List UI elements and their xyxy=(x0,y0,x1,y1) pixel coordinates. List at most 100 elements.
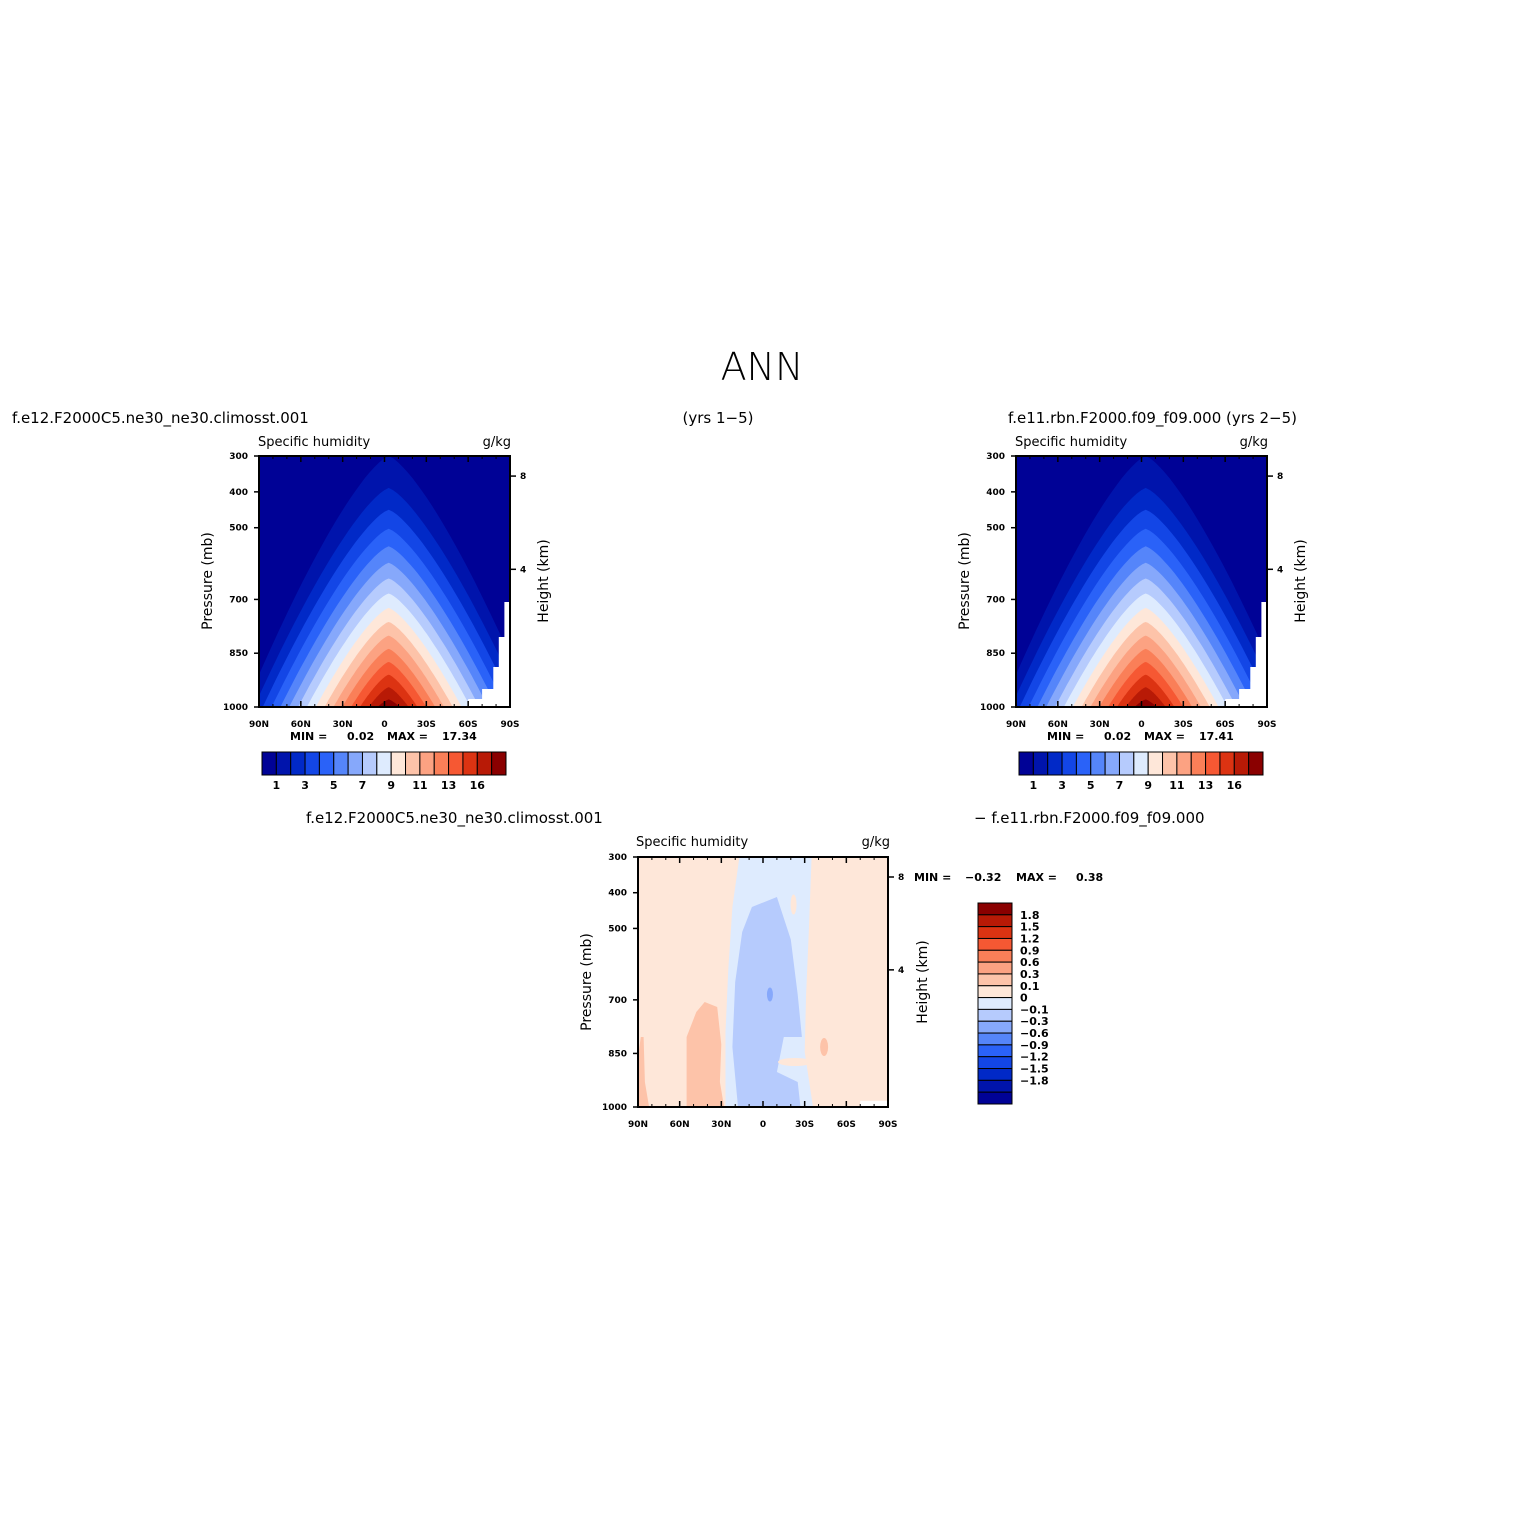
contour-band xyxy=(777,1058,812,1066)
y-right-tick-label: 4 xyxy=(898,966,904,976)
x-tick-label: 30N xyxy=(333,720,353,730)
colorbar-label: 5 xyxy=(1087,779,1095,792)
y-tick-label: 500 xyxy=(229,524,248,534)
y-tick-label: 1000 xyxy=(223,703,248,713)
y-tick-label: 500 xyxy=(608,924,627,934)
colorbar-box xyxy=(361,751,378,776)
y-tick-label: 1000 xyxy=(602,1103,627,1113)
axes: 90N 60N 30N 0 30S 60S 90S 300 400 500 700 850 1000 8 4 xyxy=(223,452,526,730)
colorbar-box xyxy=(1032,751,1049,776)
y-right-tick-label: 8 xyxy=(1277,472,1283,482)
colorbar-label: 1.5 xyxy=(1020,921,1040,934)
y-tick-label: 500 xyxy=(986,524,1005,534)
colorbar-box xyxy=(376,751,392,776)
colorbar-label: 7 xyxy=(359,779,367,792)
colorbar-label: 3 xyxy=(1058,779,1066,792)
y-tick-label: 300 xyxy=(608,853,627,863)
colorbar-box xyxy=(347,751,363,776)
x-tick-label: 90N xyxy=(249,720,269,730)
colorbar-box xyxy=(1162,751,1178,776)
x-tick-label: 60N xyxy=(291,720,311,730)
colorbar-box xyxy=(405,751,421,776)
y-axis-label-right: Height (km) xyxy=(536,539,552,622)
contour-band xyxy=(766,987,773,1002)
max-value: 17.34 xyxy=(442,730,477,743)
x-tick-label: 90N xyxy=(628,1120,648,1130)
missing-data-region xyxy=(860,1100,888,1107)
colorbar-box xyxy=(977,937,1013,951)
colorbar-box xyxy=(1090,751,1106,776)
case2-header: f.e11.rbn.F2000.f09_f09.000 (yrs 2−5) xyxy=(1008,409,1297,428)
x-tick-label: 90S xyxy=(878,1120,897,1130)
y-tick-label: 850 xyxy=(608,1049,627,1059)
colorbar-label: 13 xyxy=(1198,779,1213,792)
y-tick-label: 1000 xyxy=(980,703,1005,713)
contour-band xyxy=(638,1037,650,1107)
colorbar-box xyxy=(290,751,306,776)
colorbar-label: 1 xyxy=(1030,779,1038,792)
colorbar: 1.81.51.20.90.60.30.10−0.1−0.3−0.6−0.9−1… xyxy=(977,902,1049,1105)
panel-subtitle-left: Specific humidity xyxy=(258,435,370,450)
colorbar-box xyxy=(1061,751,1077,776)
panel-subtitle-right: g/kg xyxy=(483,435,511,450)
colorbar-box xyxy=(1205,751,1221,776)
colorbar-label: 0.9 xyxy=(1020,944,1040,957)
contour-band xyxy=(377,699,400,707)
colorbar-label: −1.2 xyxy=(1020,1051,1049,1064)
contour-band xyxy=(1134,699,1157,707)
contour-band xyxy=(368,687,409,707)
contour-band xyxy=(686,1002,725,1107)
max-value: 17.41 xyxy=(1199,730,1234,743)
colorbar-label: −0.6 xyxy=(1020,1027,1049,1040)
colorbar-box xyxy=(275,751,292,776)
x-tick-label: 0 xyxy=(381,720,387,730)
colorbar-box xyxy=(977,926,1013,939)
min-label: MIN = xyxy=(290,730,327,743)
y-axis-label: Pressure (mb) xyxy=(579,933,595,1031)
y-axis-label-right: Height (km) xyxy=(915,940,931,1023)
colorbar-box xyxy=(448,751,464,776)
colorbar-label: 1 xyxy=(273,779,281,792)
colorbar-box xyxy=(1176,751,1192,776)
colorbar-label: 1.8 xyxy=(1020,909,1040,922)
missing-data-region xyxy=(468,602,510,707)
y-tick-label: 850 xyxy=(986,649,1005,659)
y-tick-label: 700 xyxy=(608,996,627,1006)
colorbar-box xyxy=(977,1068,1013,1081)
colorbar-box xyxy=(304,751,320,776)
y-right-tick-label: 4 xyxy=(520,565,526,575)
colorbar-label: −1.8 xyxy=(1020,1074,1049,1087)
panel-subtitle-left: Specific humidity xyxy=(1015,435,1127,450)
colorbar-box xyxy=(977,1091,1013,1105)
colorbar-box xyxy=(1118,751,1135,776)
contour-fill xyxy=(1016,456,1267,707)
colorbar-label: 9 xyxy=(1144,779,1152,792)
colorbar: 1 3 5 7 9 11 13 16 xyxy=(261,751,507,792)
colorbar-label: 7 xyxy=(1116,779,1124,792)
x-tick-label: 60S xyxy=(837,1120,856,1130)
panel-subtitle-right: g/kg xyxy=(862,835,890,850)
y-right-tick-label: 8 xyxy=(520,472,526,482)
x-tick-label: 30S xyxy=(1174,720,1193,730)
colorbar-label: 5 xyxy=(330,779,338,792)
colorbar-box xyxy=(1219,751,1235,776)
colorbar-label: 13 xyxy=(441,779,456,792)
colorbar-label: 3 xyxy=(301,779,309,792)
panel-subtitle-left: Specific humidity xyxy=(636,835,748,850)
y-axis-label: Pressure (mb) xyxy=(957,532,973,630)
panel-difference: 90N 60N 30N 0 30S 60S 90S 300 400 500 700 850 1000 8 4… xyxy=(579,835,1103,1130)
min-value: −0.32 xyxy=(965,871,1001,884)
x-tick-label: 60N xyxy=(670,1120,690,1130)
colorbar-box xyxy=(977,1056,1013,1070)
colorbar-box xyxy=(1018,751,1034,776)
colorbar-box xyxy=(318,751,335,776)
min-label: MIN = xyxy=(914,871,951,884)
colorbar-box xyxy=(977,914,1013,928)
diff-header-right: − f.e11.rbn.F2000.f09_f09.000 xyxy=(974,809,1205,828)
max-label: MAX = xyxy=(387,730,428,743)
colorbar-box xyxy=(1133,751,1149,776)
contour-fill xyxy=(638,857,888,1107)
colorbar-box xyxy=(1190,751,1207,776)
x-tick-label: 90S xyxy=(500,720,519,730)
y-tick-label: 400 xyxy=(229,488,248,498)
